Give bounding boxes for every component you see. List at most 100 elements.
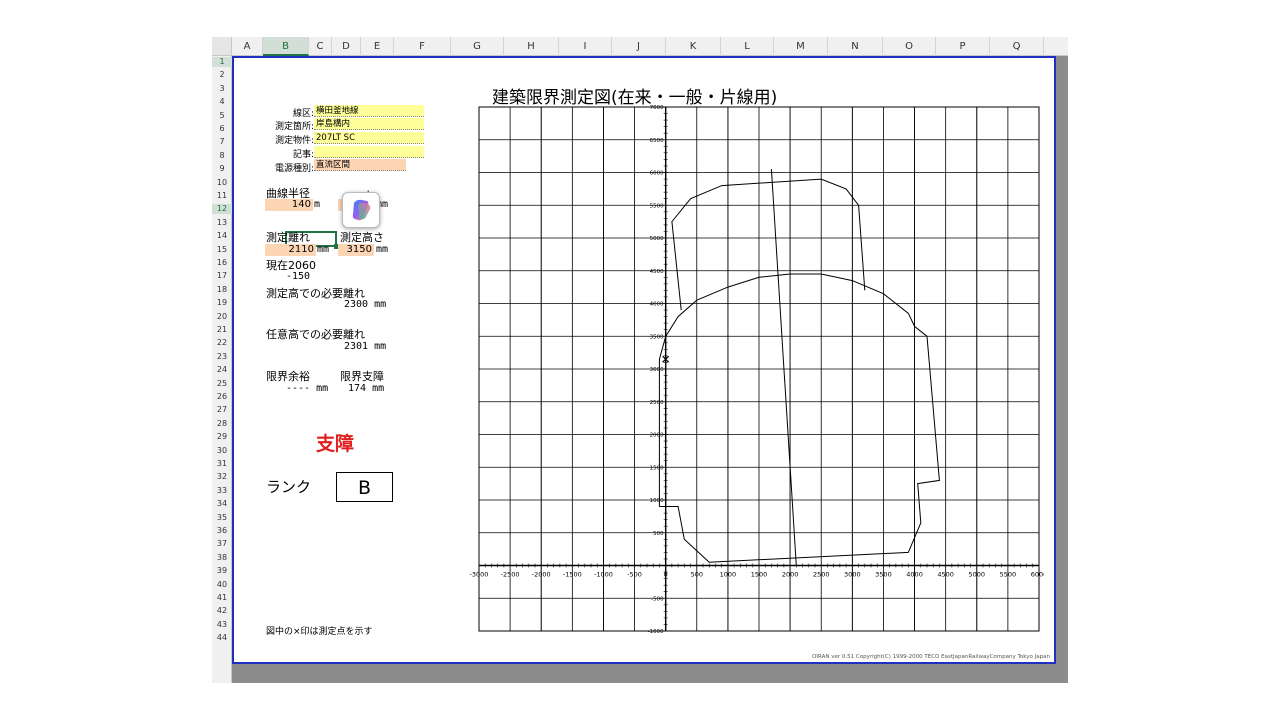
x-tick-label: -1500: [563, 571, 582, 579]
row-header-bar: 1 2 3 4 5 6 7 8 9 10 11 12 13 14 15 16 17 18 19 20 21 22 23 24 2…: [212, 56, 232, 683]
measure-dist-unit: mm: [317, 244, 330, 255]
row-header-43[interactable]: 43: [216, 619, 228, 629]
row-header-20[interactable]: 20: [216, 311, 228, 321]
select-all-corner[interactable]: [212, 37, 232, 56]
note-value-cell[interactable]: [314, 146, 424, 158]
measure-dist-cell[interactable]: 2110: [265, 244, 316, 256]
column-header-b[interactable]: B: [263, 37, 309, 56]
row-header-8[interactable]: 8: [219, 150, 225, 160]
margin-label: 限界余裕: [266, 370, 310, 383]
row-header-32[interactable]: 32: [216, 472, 228, 482]
row-header-26[interactable]: 26: [216, 392, 228, 401]
row-header-10[interactable]: 10: [216, 177, 228, 187]
column-header-q[interactable]: Q: [990, 37, 1044, 56]
row-header-34[interactable]: 34: [216, 499, 228, 509]
measure-dist-label: 測定離れ: [266, 231, 310, 244]
column-header-o[interactable]: O: [883, 37, 936, 56]
row-header-42[interactable]: 42: [216, 606, 228, 616]
y-tick-label: -500: [651, 596, 664, 602]
row-header-22[interactable]: 22: [216, 338, 228, 348]
row-header-39[interactable]: 39: [216, 566, 228, 576]
row-header-19[interactable]: 19: [216, 298, 228, 308]
current-text: 現在2060: [266, 259, 316, 272]
x-tick-label: 2000: [782, 571, 799, 579]
row-header-11[interactable]: 11: [216, 191, 228, 200]
y-tick-label: 7000: [650, 105, 664, 111]
object-value-cell[interactable]: 207LT SC: [314, 132, 424, 144]
column-header-n[interactable]: N: [828, 37, 883, 56]
power-value-cell[interactable]: 直流区間: [314, 159, 406, 171]
column-header-g[interactable]: G: [451, 37, 504, 56]
row-header-15[interactable]: 15: [216, 244, 228, 254]
row-header-2[interactable]: 2: [219, 70, 225, 80]
row-header-37[interactable]: 37: [216, 539, 228, 549]
row-header-5[interactable]: 5: [219, 110, 225, 120]
y-tick-label: 1000: [650, 498, 664, 504]
row-header-4[interactable]: 4: [219, 97, 225, 107]
row-header-41[interactable]: 41: [216, 593, 228, 602]
footnote: 図中の×印は測定点を示す: [266, 627, 373, 637]
required-arbitrary-value: 2301 mm: [344, 341, 387, 352]
row-header-28[interactable]: 28: [216, 418, 228, 428]
row-header-33[interactable]: 33: [216, 485, 228, 495]
copilot-button[interactable]: [342, 192, 380, 228]
required-at-height-label: 測定高での必要離れ: [266, 287, 365, 300]
column-header-j[interactable]: J: [612, 37, 666, 56]
column-header-p[interactable]: P: [936, 37, 990, 56]
x-tick-label: -1000: [594, 571, 613, 579]
row-header-29[interactable]: 29: [216, 432, 228, 442]
x-tick-label: 4500: [937, 571, 954, 579]
column-header-l[interactable]: L: [721, 37, 774, 56]
row-header-44[interactable]: 44: [216, 633, 228, 643]
column-header-f[interactable]: F: [394, 37, 451, 56]
row-header-25[interactable]: 25: [216, 378, 228, 388]
column-header-i[interactable]: I: [559, 37, 612, 56]
row-header-3[interactable]: 3: [219, 83, 225, 93]
x-tick-label: 3500: [875, 571, 892, 579]
column-header-a[interactable]: A: [232, 37, 263, 56]
row-header-31[interactable]: 31: [216, 459, 228, 468]
location-label: 測定箇所:: [274, 122, 314, 132]
column-header-e[interactable]: E: [361, 37, 394, 56]
row-header-9[interactable]: 9: [219, 164, 225, 174]
row-header-1[interactable]: 1: [212, 57, 232, 67]
object-label: 測定物件:: [274, 136, 314, 146]
x-tick-label: 5000: [969, 571, 986, 579]
row-header-7[interactable]: 7: [219, 137, 225, 147]
y-tick-label: 3500: [650, 334, 664, 340]
row-header-40[interactable]: 40: [216, 579, 228, 589]
row-header-6[interactable]: 6: [219, 124, 225, 133]
measure-point-marker: [662, 355, 670, 363]
row-header-30[interactable]: 30: [216, 445, 228, 455]
row-header-17[interactable]: 17: [216, 271, 228, 281]
line-value-cell[interactable]: 横田釜地線: [314, 105, 424, 117]
row-header-27[interactable]: 27: [216, 405, 228, 415]
row-header-21[interactable]: 21: [216, 325, 228, 334]
x-tick-label: -2000: [532, 571, 551, 579]
y-tick-label: 1500: [650, 465, 664, 471]
column-header-m[interactable]: M: [774, 37, 828, 56]
row-header-14[interactable]: 14: [216, 231, 228, 241]
measure-height-cell[interactable]: 3150: [338, 244, 374, 256]
row-header-36[interactable]: 36: [216, 526, 228, 535]
x-tick-label: 6000: [1031, 571, 1044, 579]
row-header-24[interactable]: 24: [216, 365, 228, 375]
row-header-12[interactable]: 12: [212, 204, 232, 215]
location-value-cell[interactable]: 岸島構内: [314, 118, 424, 130]
curve-radius-cell[interactable]: 140: [265, 199, 313, 211]
shadow-right: [1056, 56, 1068, 683]
row-header-38[interactable]: 38: [216, 552, 228, 562]
column-header-h[interactable]: H: [504, 37, 559, 56]
row-header-23[interactable]: 23: [216, 351, 228, 361]
x-tick-label: -3000: [470, 571, 489, 579]
row-header-18[interactable]: 18: [216, 284, 228, 294]
row-header-35[interactable]: 35: [216, 512, 228, 522]
copilot-icon: [352, 199, 371, 221]
required-at-height-value: 2300 mm: [344, 299, 387, 310]
row-header-16[interactable]: 16: [216, 258, 228, 267]
column-header-k[interactable]: K: [666, 37, 721, 56]
column-header-c[interactable]: C: [309, 37, 332, 56]
column-header-d[interactable]: D: [332, 37, 361, 56]
row-header-13[interactable]: 13: [216, 217, 228, 227]
